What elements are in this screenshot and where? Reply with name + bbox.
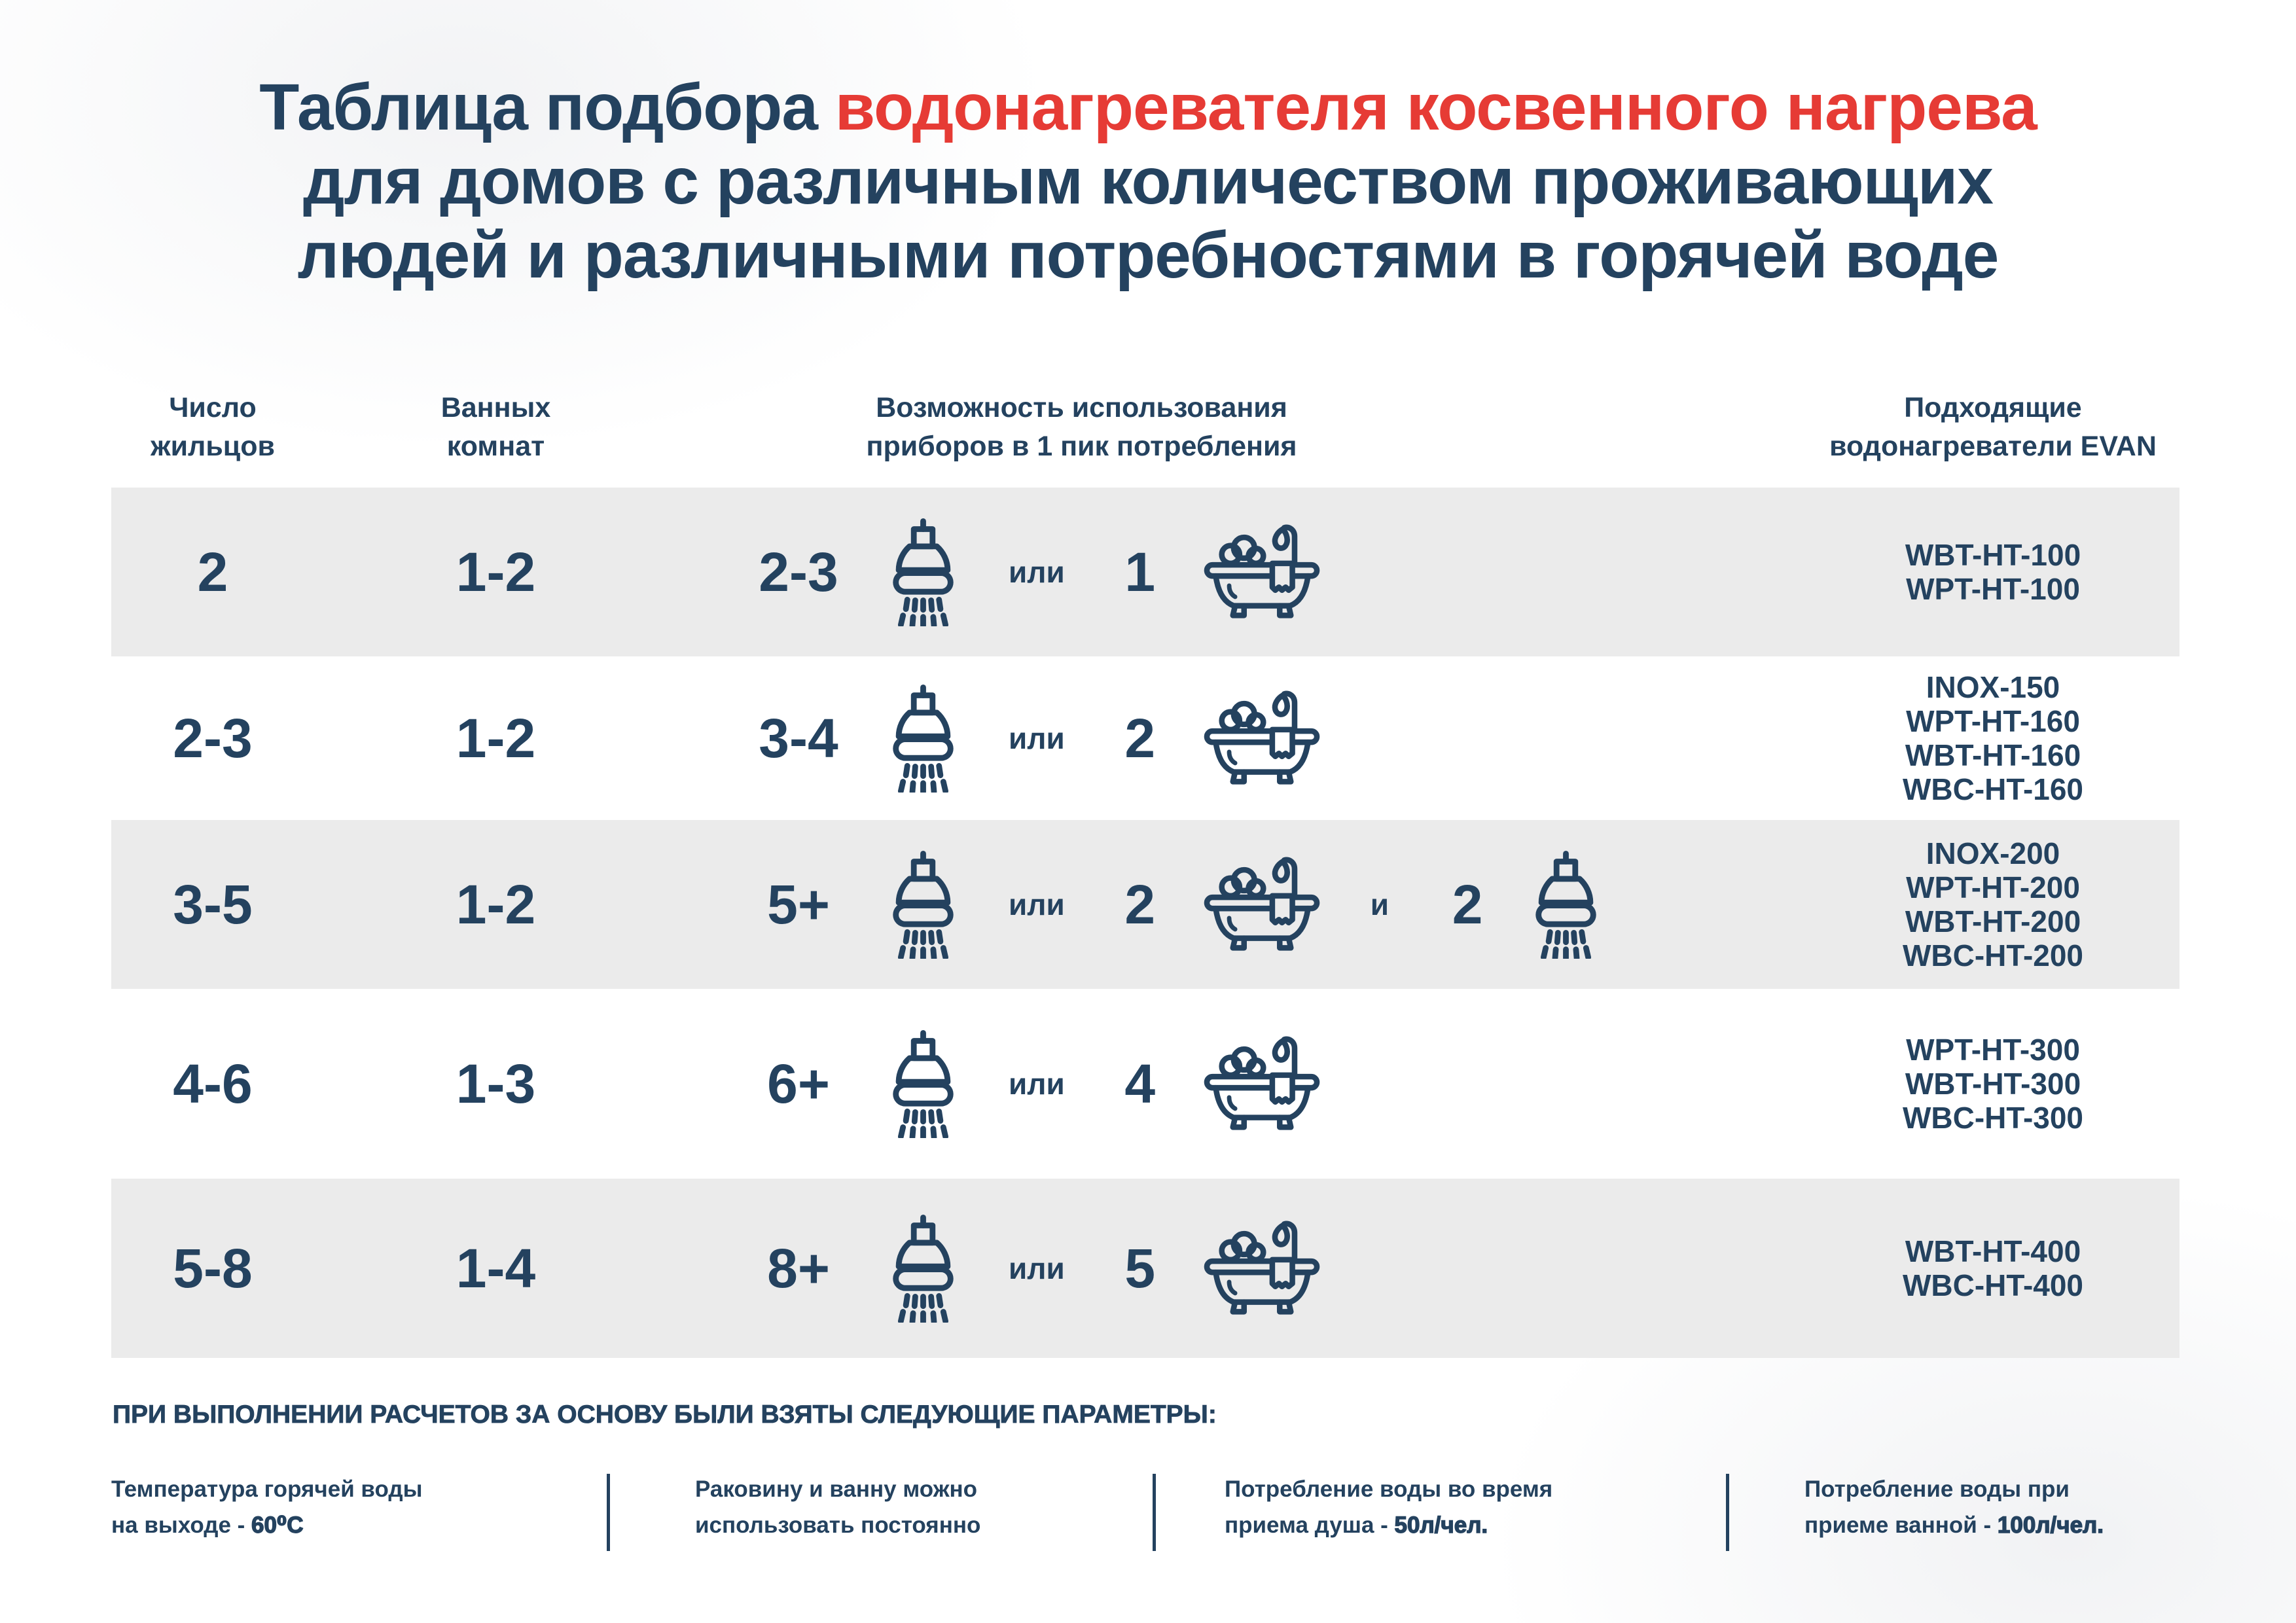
bathrooms-count: 1-2 bbox=[456, 707, 536, 769]
models-list: WBT-HT-100 WPT-HT-100 bbox=[1767, 538, 2179, 606]
showers-count: 5+ bbox=[767, 874, 830, 935]
model-name: WPT-HT-100 bbox=[1906, 572, 2080, 606]
title-line-2: для домов с различным количеством прожив… bbox=[303, 145, 1994, 218]
residents-count: 5-8 bbox=[173, 1238, 253, 1299]
model-name: INOX-150 bbox=[1926, 670, 2060, 704]
bathrooms-count: 1-2 bbox=[456, 541, 536, 603]
baths-count: 4 bbox=[1124, 1053, 1156, 1115]
bathtub-icon bbox=[1202, 1217, 1321, 1321]
title-line-3: людей и различными потребностями в горяч… bbox=[297, 219, 2000, 292]
or-label: или bbox=[1009, 555, 1065, 589]
table-row: 5-8 1-4 8+ или 5 WBT-HT-400 WBC-HT-400 bbox=[111, 1179, 2179, 1358]
vertical-divider bbox=[1153, 1474, 1156, 1551]
residents-count: 3-5 bbox=[173, 874, 253, 935]
models-list: INOX-150 WPT-HT-160 WBT-HT-160 WBC-HT-16… bbox=[1767, 670, 2179, 806]
baths-count: 2 bbox=[1124, 874, 1156, 935]
models-list: WBT-HT-400 WBC-HT-400 bbox=[1767, 1234, 2179, 1302]
or-label: или bbox=[1009, 721, 1065, 755]
model-name: INOX-200 bbox=[1926, 836, 2060, 870]
model-name: WBC-HT-160 bbox=[1902, 772, 2084, 806]
parameters-heading: ПРИ ВЫПОЛНЕНИИ РАСЧЕТОВ ЗА ОСНОВУ БЫЛИ В… bbox=[113, 1400, 1217, 1429]
bathrooms-count: 1-2 bbox=[456, 874, 536, 935]
shower-icon bbox=[884, 685, 963, 793]
residents-count: 2-3 bbox=[173, 707, 253, 769]
header-models: Подходящие водонагреватели EVAN bbox=[1829, 391, 2157, 462]
model-name: WBT-HT-400 bbox=[1905, 1234, 2081, 1268]
header-peak-usage: Возможность использования приборов в 1 п… bbox=[866, 391, 1297, 462]
baths-count: 1 bbox=[1124, 541, 1156, 603]
bathtub-icon bbox=[1202, 853, 1321, 957]
or-label: или bbox=[1009, 887, 1065, 921]
title-line-1: Таблица подбора водонагревателя косвенно… bbox=[0, 71, 2296, 145]
models-list: INOX-200 WPT-HT-200 WBT-HT-200 WBC-HT-20… bbox=[1767, 836, 2179, 972]
or-label: или bbox=[1009, 1067, 1065, 1101]
and-label: и bbox=[1370, 887, 1390, 921]
residents-count: 4-6 bbox=[173, 1053, 253, 1115]
parameter-item: Потребление воды при приеме ванной - 100… bbox=[1804, 1476, 2104, 1539]
bathrooms-count: 1-3 bbox=[456, 1053, 536, 1115]
model-name: WBC-HT-200 bbox=[1902, 938, 2084, 972]
residents-count: 2 bbox=[197, 541, 228, 603]
showers-count: 6+ bbox=[767, 1053, 830, 1115]
parameter-item: Потребление воды во время приема душа - … bbox=[1225, 1476, 1553, 1539]
header-residents: Число жильцов bbox=[151, 391, 275, 462]
vertical-divider bbox=[607, 1474, 610, 1551]
shower-icon bbox=[884, 1030, 963, 1138]
baths-count: 5 bbox=[1124, 1238, 1156, 1299]
baths-count: 2 bbox=[1124, 707, 1156, 769]
extra-showers-count: 2 bbox=[1452, 874, 1483, 935]
parameters-row: Температура горячей воды на выходе - 60⁰… bbox=[111, 1471, 2238, 1551]
header-bathrooms: Ванных комнат bbox=[440, 391, 551, 462]
shower-icon bbox=[1526, 851, 1605, 959]
model-name: WBC-HT-300 bbox=[1902, 1101, 2084, 1135]
shower-icon bbox=[884, 1215, 963, 1323]
bathtub-icon bbox=[1202, 687, 1321, 791]
model-name: WBT-HT-160 bbox=[1905, 738, 2081, 772]
model-name: WBT-HT-200 bbox=[1905, 904, 2081, 938]
bathrooms-count: 1-4 bbox=[456, 1238, 536, 1299]
vertical-divider bbox=[1726, 1474, 1729, 1551]
selection-table: Число жильцов Ванных комнат Возможность … bbox=[111, 366, 2179, 1358]
showers-count: 8+ bbox=[767, 1238, 830, 1299]
shower-icon bbox=[884, 851, 963, 959]
model-name: WPT-HT-200 bbox=[1906, 870, 2080, 904]
bathtub-icon bbox=[1202, 520, 1321, 624]
model-name: WPT-HT-160 bbox=[1906, 704, 2080, 738]
or-label: или bbox=[1009, 1251, 1065, 1285]
model-name: WPT-HT-300 bbox=[1906, 1033, 2080, 1067]
models-list: WPT-HT-300 WBT-HT-300 WBC-HT-300 bbox=[1767, 1033, 2179, 1135]
parameter-item: Температура горячей воды на выходе - 60⁰… bbox=[111, 1476, 423, 1539]
table-row: 2-3 1-2 3-4 или 2 INOX-150 WPT-HT-160 WB… bbox=[111, 656, 2179, 820]
showers-count: 3-4 bbox=[759, 707, 838, 769]
model-name: WBT-HT-300 bbox=[1905, 1067, 2081, 1101]
parameter-item: Раковину и ванну можно использовать пост… bbox=[695, 1476, 981, 1538]
showers-count: 2-3 bbox=[759, 541, 838, 603]
bathtub-icon bbox=[1202, 1032, 1321, 1136]
shower-icon bbox=[884, 518, 963, 626]
table-row: 3-5 1-2 5+ или 2 и 2 INOX-200 WPT-HT-200… bbox=[111, 820, 2179, 989]
title-line1-dark: Таблица подбора bbox=[259, 71, 835, 144]
model-name: WBC-HT-400 bbox=[1902, 1268, 2084, 1302]
table-row: 2 1-2 2-3 или 1 WBT-HT-100 WPT-HT-100 bbox=[111, 488, 2179, 656]
page-title: Таблица подбора водонагревателя косвенно… bbox=[0, 0, 2296, 293]
table-header-row: Число жильцов Ванных комнат Возможность … bbox=[111, 366, 2179, 488]
table-row: 4-6 1-3 6+ или 4 WPT-HT-300 WBT-HT-300 W… bbox=[111, 989, 2179, 1179]
title-line1-red: водонагревателя косвенного нагрева bbox=[834, 71, 2037, 144]
model-name: WBT-HT-100 bbox=[1905, 538, 2081, 572]
